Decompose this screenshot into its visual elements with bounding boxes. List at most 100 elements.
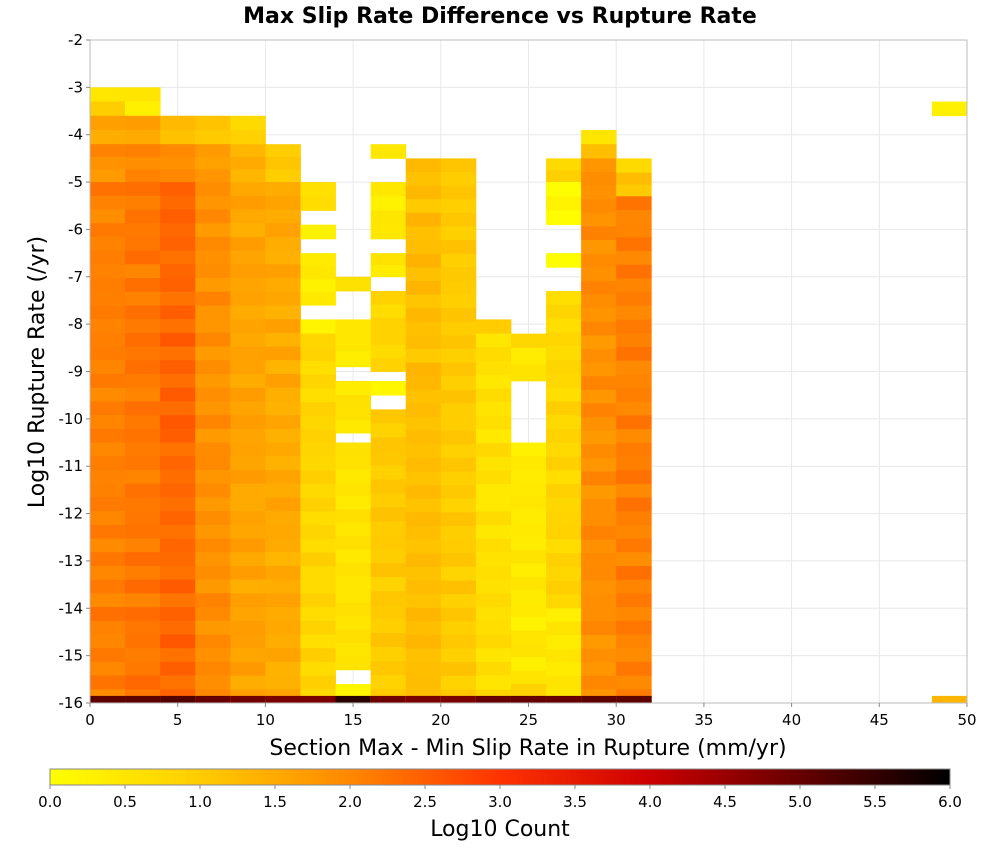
heatmap-cell: [90, 360, 126, 375]
heatmap-cell: [581, 172, 617, 187]
heatmap-cell: [125, 695, 161, 704]
heatmap-cell: [370, 409, 407, 424]
heatmap-cell: [405, 172, 442, 187]
heatmap-cell: [581, 144, 617, 159]
heatmap-cell: [265, 278, 301, 293]
heatmap-cell: [440, 349, 477, 364]
heatmap-cell: [616, 524, 652, 540]
heatmap-cell: [440, 267, 477, 282]
heatmap-cell: [125, 195, 161, 210]
heatmap-cell: [546, 359, 582, 375]
colorbar-tick-label: 3.5: [563, 793, 587, 811]
heatmap-cell: [335, 629, 372, 644]
heatmap-cell: [230, 264, 266, 279]
heatmap-cell: [265, 538, 301, 553]
heatmap-cell: [265, 695, 301, 704]
heatmap-cell: [616, 251, 652, 266]
heatmap-cell: [265, 634, 301, 649]
heatmap-cell: [160, 305, 196, 320]
heatmap-cell: [230, 346, 266, 361]
heatmap-cell: [230, 129, 266, 145]
x-tick-label: 25: [519, 711, 538, 729]
heatmap-cell: [160, 278, 196, 293]
heatmap-cell: [440, 580, 477, 595]
heatmap-cell: [90, 236, 126, 252]
y-tick-label: -3: [68, 78, 83, 96]
heatmap-cell: [265, 552, 301, 567]
heatmap-cell: [300, 579, 336, 594]
heatmap-cell: [370, 451, 407, 466]
heatmap-cell: [370, 661, 407, 676]
heatmap-cell: [616, 538, 652, 553]
heatmap-cell: [195, 456, 231, 471]
heatmap-cell: [230, 456, 266, 471]
heatmap-cell: [195, 675, 231, 690]
heatmap-cell: [160, 442, 196, 457]
heatmap-cell: [160, 250, 196, 265]
heatmap-cell: [440, 485, 477, 500]
heatmap-cell: [546, 210, 582, 226]
heatmap-cell: [160, 346, 196, 361]
heatmap-cell: [230, 169, 266, 183]
heatmap-cell: [90, 195, 126, 210]
heatmap-cell: [90, 319, 126, 334]
heatmap-cell: [265, 469, 301, 485]
heatmap-cell: [265, 497, 301, 512]
heatmap-cell: [370, 507, 407, 522]
y-axis-label: Log10 Rupture Rate (/yr): [25, 236, 50, 508]
heatmap-cell: [581, 417, 617, 432]
heatmap-cell: [370, 290, 407, 305]
heatmap-cell: [440, 539, 477, 554]
heatmap-cell: [195, 319, 231, 334]
colorbar-tick-label: 0.0: [38, 793, 62, 811]
heatmap-cell: [581, 226, 617, 241]
heatmap-cell: [335, 522, 372, 537]
heatmap-cell: [300, 566, 336, 581]
x-tick-label: 35: [694, 711, 713, 729]
heatmap-cell: [440, 199, 477, 214]
heatmap-cell: [160, 169, 196, 183]
heatmap-cell: [581, 267, 617, 282]
heatmap-cell: [160, 497, 196, 512]
heatmap-cell: [581, 498, 617, 513]
heatmap-cell: [440, 498, 477, 513]
heatmap-cell: [581, 457, 617, 472]
heatmap-cell: [616, 579, 652, 594]
heatmap-cell: [125, 319, 161, 334]
heatmap-cell: [616, 634, 652, 649]
heatmap-cell: [405, 526, 442, 541]
heatmap-cell: [405, 444, 442, 459]
heatmap-cell: [581, 471, 617, 486]
heatmap-cell: [335, 455, 372, 470]
heatmap-cell: [405, 594, 442, 609]
heatmap-cell: [125, 428, 161, 443]
heatmap-cell: [581, 349, 617, 364]
heatmap-cell: [616, 566, 652, 581]
heatmap-cell: [370, 675, 407, 690]
heatmap-cell: [581, 634, 617, 649]
heatmap-cell: [125, 456, 161, 471]
heatmap-cell: [90, 634, 126, 649]
heatmap-cell: [440, 403, 477, 418]
heatmap-cell: [90, 305, 126, 320]
heatmap-cell: [160, 209, 196, 224]
y-tick-label: -6: [68, 220, 83, 238]
heatmap-cell: [195, 565, 231, 581]
heatmap-cell: [300, 253, 336, 267]
heatmap-cell: [265, 156, 301, 170]
heatmap-cell: [230, 579, 266, 594]
heatmap-cell: [546, 415, 582, 430]
x-tick-label: 50: [957, 711, 976, 729]
heatmap-cell: [370, 479, 407, 494]
heatmap-cell: [581, 240, 617, 255]
heatmap-cell: [125, 661, 161, 676]
heatmap-cell: [230, 511, 266, 526]
x-tick-label: 10: [256, 711, 275, 729]
heatmap-cell: [300, 695, 336, 704]
heatmap-cell: [335, 509, 372, 524]
heatmap-cell: [195, 579, 231, 594]
heatmap-cell: [405, 498, 442, 513]
heatmap-cell: [370, 465, 407, 480]
heatmap-cell: [160, 565, 196, 581]
heatmap-cell: [90, 565, 126, 581]
